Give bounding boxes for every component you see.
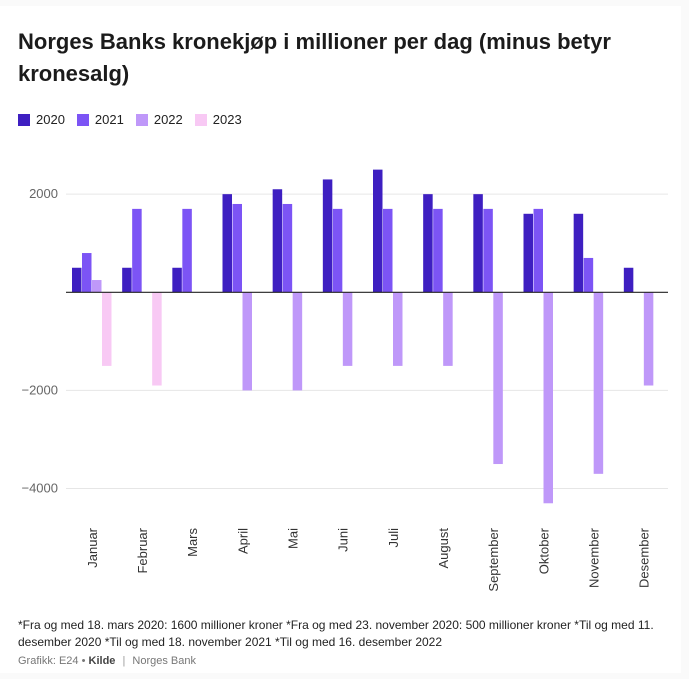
chart-card: Norges Banks kronekjøp i millioner per d… — [0, 6, 681, 673]
bar-2021-mars — [182, 208, 192, 293]
legend-swatch — [135, 113, 148, 126]
bar-chart: 2000 −2000 −4000 Januar Februar Mars April Mai J… — [21, 169, 668, 592]
bar-2022-juni — [342, 292, 353, 366]
bar-2022-januar — [92, 280, 102, 293]
bar-2020-november — [573, 213, 584, 293]
legend-label: 2022 — [153, 112, 183, 127]
bar-2021-februar — [132, 208, 142, 293]
bar-2022-mai — [292, 292, 303, 391]
legend-item-2020: 2020 — [18, 112, 65, 127]
legend-item-2021: 2021 — [76, 112, 124, 127]
x-tick-label: August — [436, 528, 451, 569]
bar-2023-januar — [102, 292, 112, 366]
x-tick-label: Oktober — [536, 527, 551, 574]
y-tick-label: −2000 — [21, 382, 58, 397]
bar-2023-februar — [152, 292, 162, 386]
bar-2020-august — [423, 194, 433, 293]
bar-2021-august — [433, 208, 443, 293]
bar-2021-juni — [332, 208, 343, 293]
x-tick-label: September — [486, 527, 501, 591]
bar-2021-oktober — [533, 208, 543, 293]
y-tick-label: 2000 — [29, 186, 58, 201]
legend-item-2022: 2022 — [135, 112, 183, 127]
bar-2020-april — [222, 194, 232, 293]
legend-item-2023: 2023 — [194, 112, 242, 127]
x-tick-label: April — [235, 528, 250, 554]
legend-swatch — [194, 113, 207, 126]
legend-swatch — [76, 113, 89, 126]
bar-2021-september — [483, 208, 493, 293]
bullet-separator: • — [81, 655, 86, 667]
bar-2022-september — [493, 292, 503, 465]
x-tick-label: Juli — [386, 528, 401, 548]
pipe-separator: | — [122, 655, 126, 667]
x-tick-label: Mars — [185, 528, 200, 557]
bar-2020-juni — [322, 179, 333, 293]
bar-2022-august — [443, 292, 453, 366]
x-tick-label: November — [586, 527, 601, 588]
y-tick-label: −4000 — [21, 481, 58, 496]
x-tick-label: Juni — [336, 528, 351, 552]
bar-2020-juli — [373, 169, 383, 293]
bar-2020-september — [473, 194, 483, 293]
graphic-credit: Grafikk: E24 — [18, 655, 79, 667]
legend-label: 2020 — [36, 112, 65, 127]
chart-title: Norges Banks kronekjøp i millioner per d… — [18, 29, 611, 86]
source-name: Norges Bank — [132, 655, 196, 667]
legend-swatch — [18, 113, 30, 126]
bar-2020-desember — [623, 267, 634, 293]
legend: 2020 2021 2022 2023 — [18, 112, 242, 127]
footnote: *Fra og med 18. mars 2020: 1600 millione… — [18, 618, 654, 649]
source-line: Grafikk: E24 • Kilde | Norges Bank — [18, 655, 196, 667]
bar-2021-april — [232, 203, 242, 293]
bar-2020-oktober — [523, 213, 533, 293]
legend-label: 2023 — [212, 112, 242, 127]
x-tick-label: Januar — [85, 527, 100, 567]
bar-2022-desember — [643, 292, 654, 386]
bar-2022-oktober — [543, 292, 553, 504]
legend-label: 2021 — [94, 112, 124, 127]
bar-2020-januar — [72, 267, 82, 293]
bar-2021-november — [583, 257, 594, 293]
x-tick-label: Februar — [135, 527, 150, 573]
bar-2020-februar — [122, 267, 132, 293]
x-tick-label: Mai — [285, 528, 300, 549]
bar-2020-mai — [272, 189, 283, 293]
bar-2021-januar — [82, 253, 92, 293]
x-tick-label: Desember — [637, 527, 652, 588]
bar-2022-juli — [393, 292, 403, 366]
bar-2022-november — [593, 292, 604, 474]
bar-2022-april — [242, 292, 252, 391]
bar-2021-juli — [383, 208, 393, 293]
source-label: Kilde — [88, 655, 116, 667]
bar-2021-mai — [282, 203, 293, 293]
bar-2020-mars — [172, 267, 182, 293]
